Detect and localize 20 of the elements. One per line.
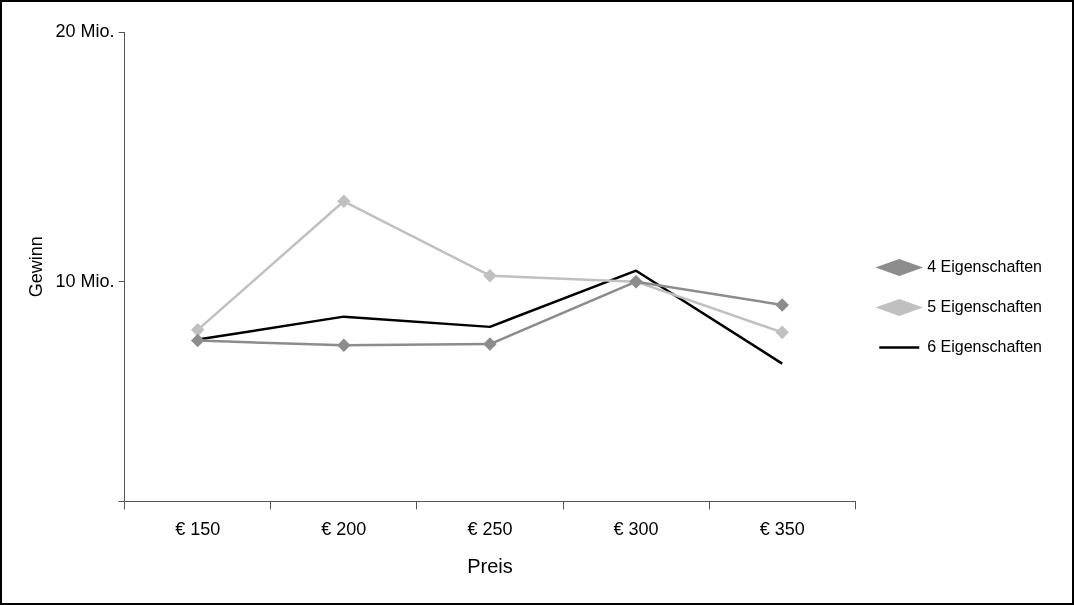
point <box>775 298 789 312</box>
x-tick-label: € 200 <box>321 519 367 540</box>
point <box>483 337 497 351</box>
x-tick-label: € 300 <box>613 519 659 540</box>
point <box>191 334 204 347</box>
y-tick-label: 20 Mio. <box>55 20 115 41</box>
point <box>337 339 351 352</box>
point <box>191 323 204 337</box>
legend-label: 4 Eigenschaften <box>927 257 1042 275</box>
y-axis-title: Gewinn <box>25 236 46 298</box>
point <box>337 195 351 208</box>
legend-label: 5 Eigenschaften <box>927 297 1042 315</box>
x-tick-label: € 150 <box>175 519 221 540</box>
x-axis-title: Preis <box>467 554 513 577</box>
x-tick-label: € 250 <box>467 519 513 540</box>
point <box>775 326 789 339</box>
y-tick-label: 10 Mio. <box>55 270 115 291</box>
legend-label: 6 Eigenschaften <box>927 337 1042 355</box>
point <box>483 269 497 282</box>
x-tick-label: € 350 <box>759 519 805 540</box>
